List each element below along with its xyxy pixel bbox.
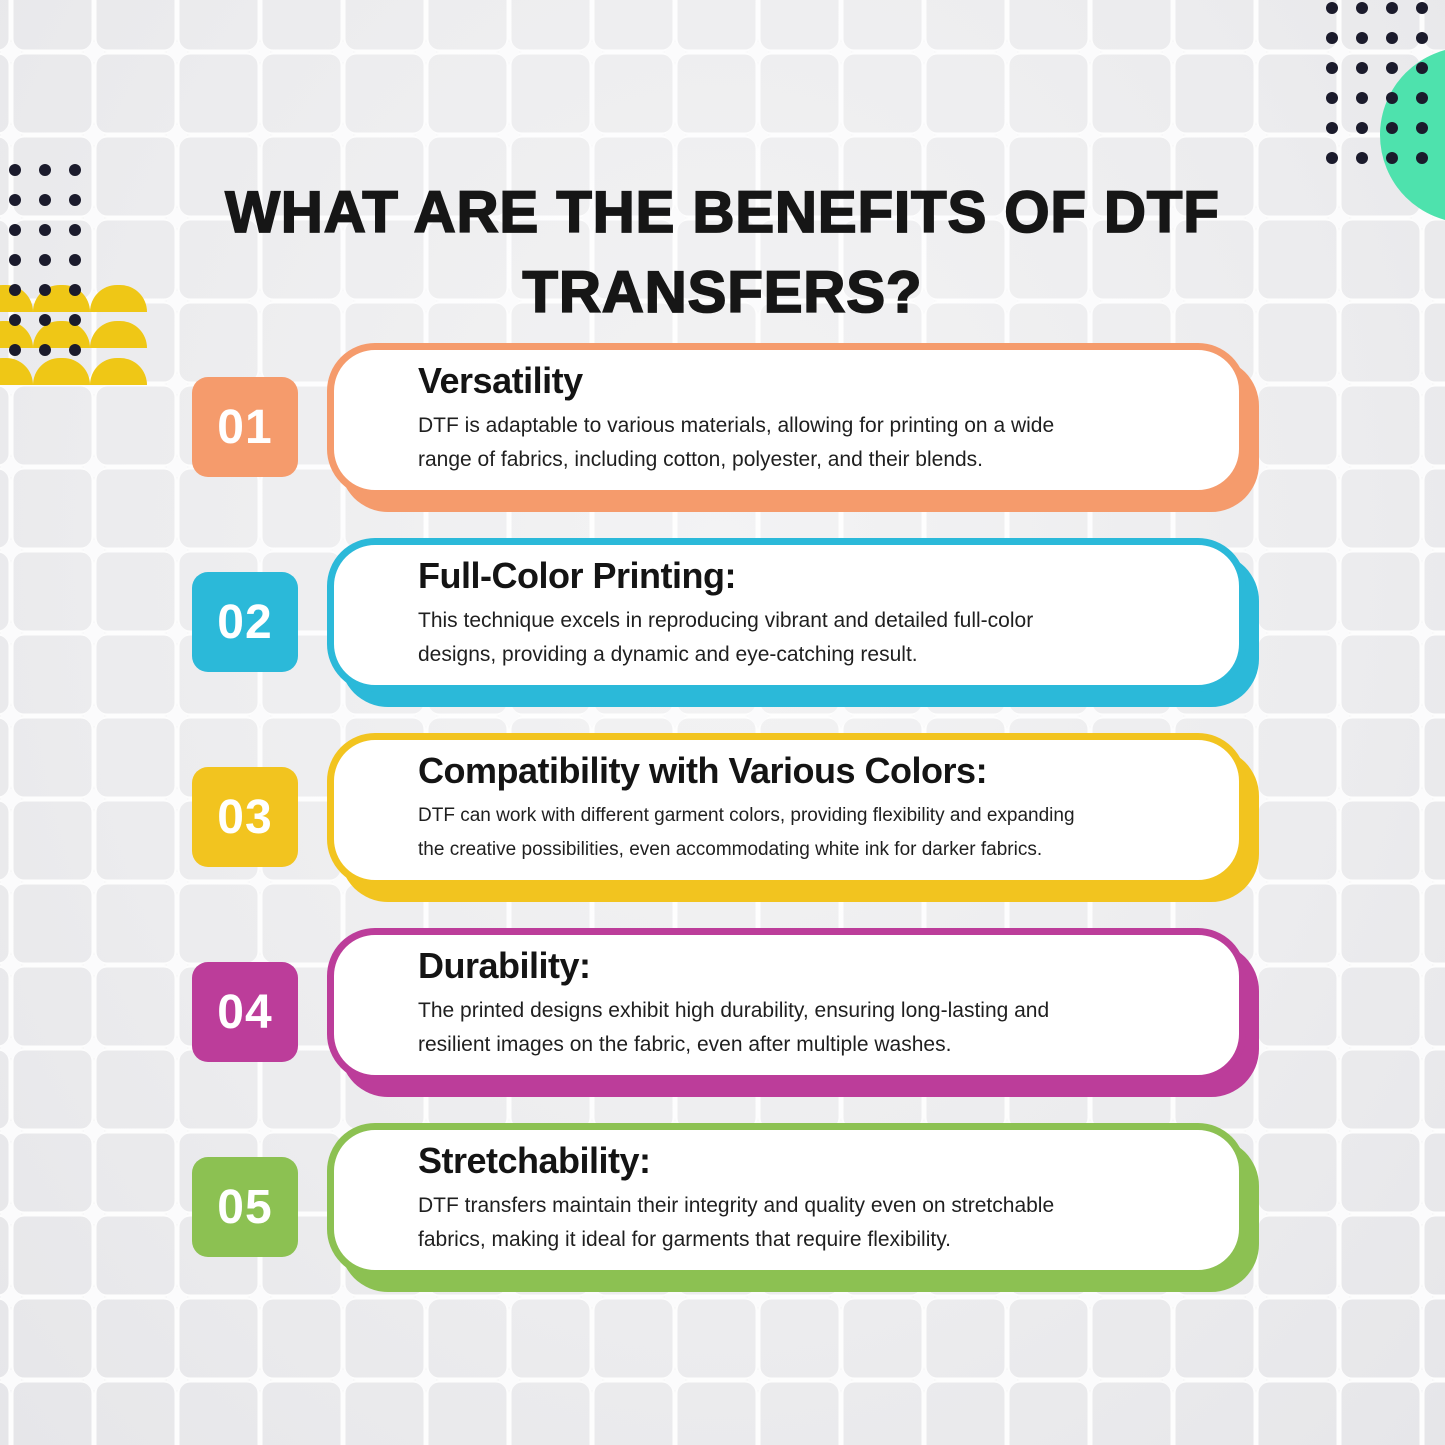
- step-number-badge: 03: [192, 767, 298, 867]
- benefit-title: Versatility: [418, 360, 583, 401]
- benefit-row-2: 02 Full-Color Printing: This technique e…: [192, 538, 1246, 692]
- benefit-description: This technique excels in reproducing vib…: [418, 609, 1034, 666]
- benefit-description: DTF is adaptable to various materials, a…: [418, 414, 1055, 471]
- benefit-title: Compatibility with Various Colors:: [418, 750, 988, 791]
- step-number-badge: 01: [192, 377, 298, 477]
- benefit-row-5: 05 Stretchability: DTF transfers maintai…: [192, 1123, 1246, 1277]
- step-number-badge: 05: [192, 1157, 298, 1257]
- step-number-badge: 04: [192, 962, 298, 1062]
- benefit-card: Full-Color Printing: This technique exce…: [327, 538, 1246, 692]
- dot-grid-left: [0, 155, 90, 365]
- benefit-card: Versatility DTF is adaptable to various …: [327, 343, 1246, 497]
- benefit-title: Full-Color Printing:: [418, 555, 736, 596]
- page-title: WHAT ARE THE BENEFITS OF DTF TRANSFERS?: [224, 179, 1220, 326]
- benefit-row-1: 01 Versatility DTF is adaptable to vario…: [192, 343, 1246, 497]
- benefit-row-3: 03 Compatibility with Various Colors: DT…: [192, 733, 1246, 887]
- benefit-title: Stretchability:: [418, 1140, 651, 1181]
- step-number-badge: 02: [192, 572, 298, 672]
- benefit-title: Durability:: [418, 945, 591, 986]
- benefit-card: Durability: The printed designs exhibit …: [327, 928, 1246, 1082]
- benefit-card: Compatibility with Various Colors: DTF c…: [327, 733, 1246, 887]
- benefit-card: Stretchability: DTF transfers maintain t…: [327, 1123, 1246, 1277]
- dot-grid-right: [1317, 0, 1437, 173]
- benefit-description: The printed designs exhibit high durabil…: [418, 999, 1050, 1056]
- benefit-row-4: 04 Durability: The printed designs exhib…: [192, 928, 1246, 1082]
- benefit-description: DTF can work with different garment colo…: [418, 805, 1075, 860]
- benefit-description: DTF transfers maintain their integrity a…: [418, 1194, 1055, 1251]
